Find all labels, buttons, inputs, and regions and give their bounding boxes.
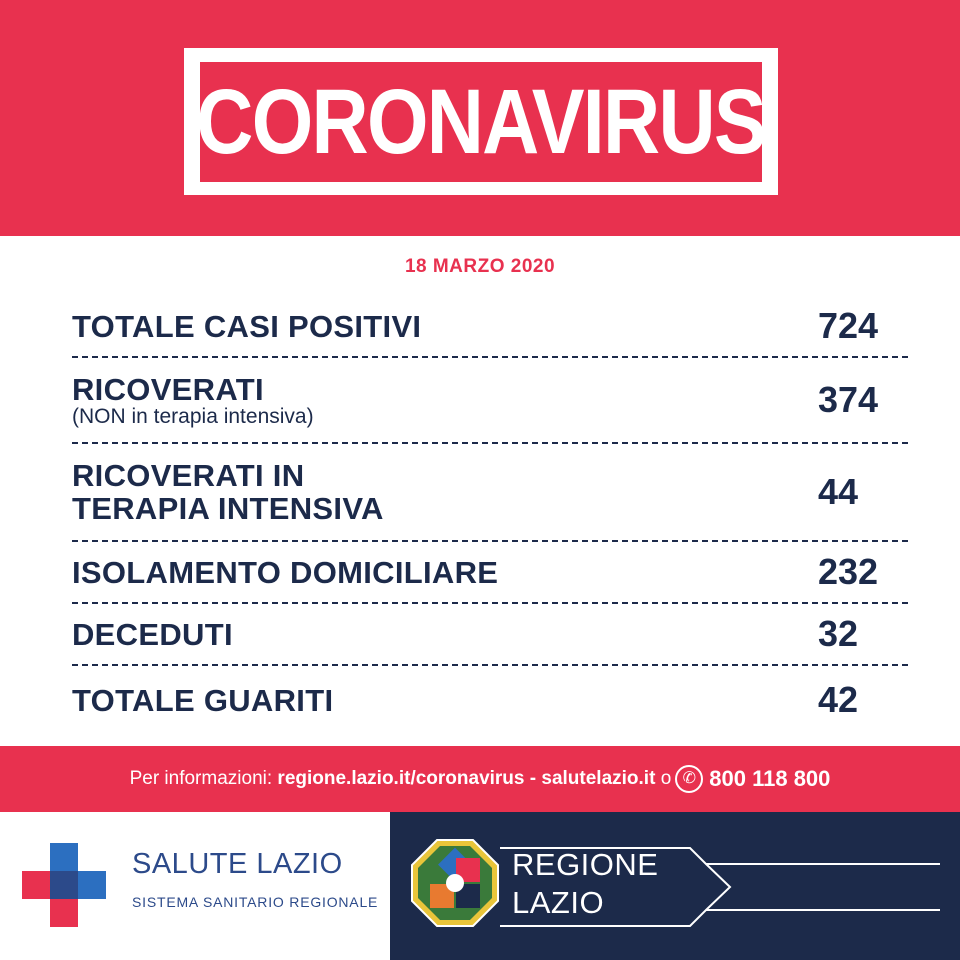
regione-line: REGIONE — [512, 847, 659, 882]
stat-value: 232 — [818, 551, 879, 592]
stat-row-isolamento: ISOLAMENTO DOMICILIARE 232 — [72, 542, 908, 604]
stat-label: TERAPIA INTENSIVA — [72, 491, 384, 526]
stats-table: TOTALE CASI POSITIVI 724 RICOVERATI (NON… — [72, 296, 908, 734]
salute-lazio-title: SALUTE LAZIO — [132, 848, 343, 880]
stat-row-totale-casi: TOTALE CASI POSITIVI 724 — [72, 296, 908, 358]
salute-lazio-subtitle: SISTEMA SANITARIO REGIONALE — [132, 894, 379, 910]
info-bar: Per informazioni: regione.lazio.it/coron… — [0, 746, 960, 812]
stat-row-ricoverati: RICOVERATI (NON in terapia intensiva) 37… — [72, 358, 908, 444]
stat-value: 42 — [818, 679, 859, 720]
link-regione-lazio[interactable]: regione.lazio.it/coronavirus — [277, 768, 525, 789]
stat-label: ISOLAMENTO DOMICILIARE — [72, 554, 499, 590]
report-date: 18 MARZO 2020 — [404, 256, 556, 277]
info-prefix: Per informazioni: — [129, 768, 273, 789]
stat-label: RICOVERATI IN — [72, 458, 305, 493]
lazio-line: LAZIO — [512, 885, 605, 920]
stat-label: TOTALE CASI POSITIVI — [72, 308, 422, 344]
stat-label: RICOVERATI — [72, 371, 264, 407]
stat-row-guariti: TOTALE GUARITI 42 — [72, 666, 908, 734]
stat-value: 724 — [818, 305, 879, 346]
link-salute-lazio[interactable]: salutelazio.it — [541, 768, 656, 789]
regione-lazio-emblem-icon — [411, 839, 499, 927]
info-separator: - — [529, 768, 537, 789]
stat-label: TOTALE GUARITI — [72, 682, 334, 718]
title-panel: CORONAVIRUS — [197, 62, 767, 182]
page-title: CORONAVIRUS — [196, 71, 767, 173]
stat-sublabel: (NON in terapia intensiva) — [72, 404, 314, 428]
stat-value: 32 — [818, 613, 859, 654]
salute-lazio-cross-logo — [22, 843, 106, 927]
phone-icon: ✆ — [675, 765, 704, 793]
stat-value: 374 — [818, 379, 879, 420]
regione-lazio-frame — [500, 847, 940, 927]
phone-number[interactable]: 800 118 800 — [709, 766, 831, 791]
info-conjunction: o — [660, 768, 672, 789]
stat-row-deceduti: DECEDUTI 32 — [72, 604, 908, 666]
stat-label-group: RICOVERATI (NON in terapia intensiva) — [72, 373, 818, 428]
stat-label-group: RICOVERATI IN TERAPIA INTENSIVA — [72, 459, 818, 525]
stat-row-terapia-intensiva: RICOVERATI IN TERAPIA INTENSIVA 44 — [72, 444, 908, 542]
regione-lazio-wordmark: REGIONE LAZIO — [512, 846, 658, 922]
stat-value: 44 — [818, 471, 859, 512]
stat-label: DECEDUTI — [72, 616, 233, 652]
